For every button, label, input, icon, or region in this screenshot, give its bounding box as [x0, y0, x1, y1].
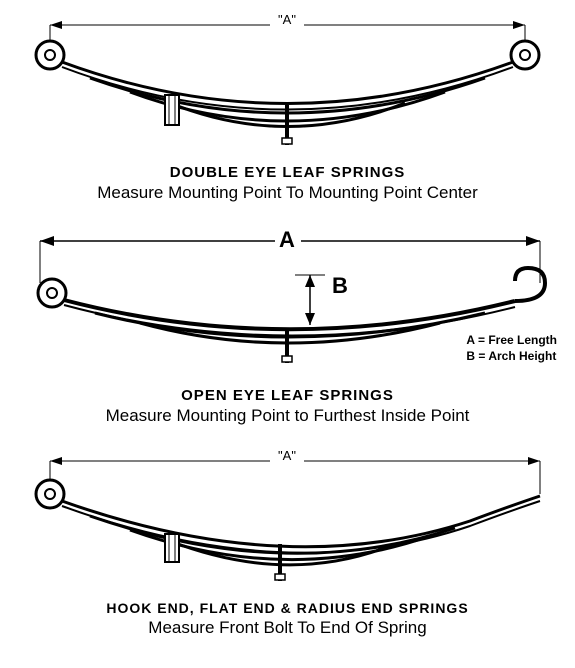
legend-b: B = Arch Height: [466, 349, 557, 365]
dim-label-a-open: A: [279, 227, 295, 252]
double-eye-svg: "A" "A": [10, 10, 565, 160]
dim-label-a-top: "A": [278, 12, 296, 27]
double-eye-diagram: "A" "A" DOUBLE EYE LEAF SPRINGS Measure …: [10, 10, 565, 203]
double-eye-title: DOUBLE EYE LEAF SPRINGS: [10, 164, 565, 181]
hook-end-subtitle: Measure Front Bolt To End Of Spring: [10, 618, 565, 638]
hook-end-diagram: "A" HOOK END, FLAT END & RADIUS END SPRI…: [10, 446, 565, 638]
open-eye-subtitle: Measure Mounting Point to Furthest Insid…: [10, 406, 565, 426]
legend: A = Free Length B = Arch Height: [466, 333, 557, 364]
open-eye-diagram: A B A = Free Length B = Arch Height OPEN…: [10, 223, 565, 426]
double-eye-subtitle: Measure Mounting Point To Mounting Point…: [10, 183, 565, 203]
legend-a: A = Free Length: [466, 333, 557, 349]
open-eye-title: OPEN EYE LEAF SPRINGS: [10, 387, 565, 404]
hook-end-svg: "A": [10, 446, 565, 596]
dim-label-b: B: [332, 273, 348, 298]
hook-end-title: HOOK END, FLAT END & RADIUS END SPRINGS: [10, 600, 565, 616]
dim-label-a-hook: "A": [278, 448, 296, 463]
